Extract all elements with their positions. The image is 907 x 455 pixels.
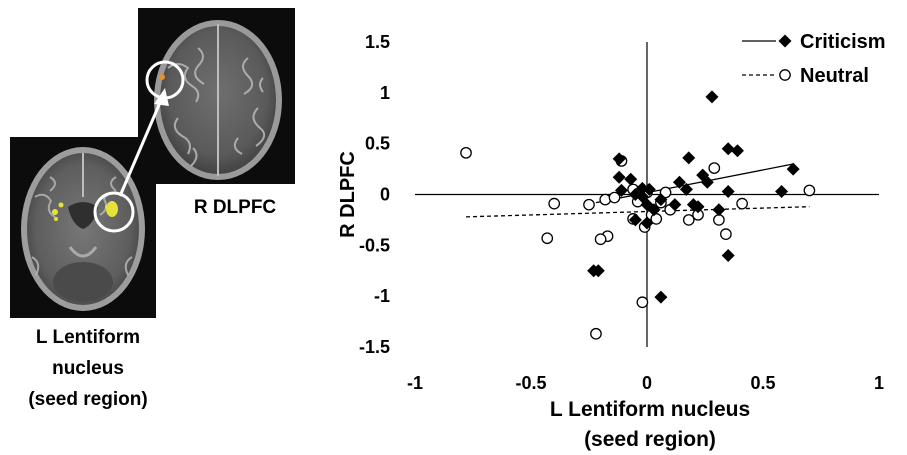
point-neutral: [636, 296, 649, 309]
point-criticism: [721, 184, 735, 198]
y-tick-label: 1.5: [365, 32, 390, 52]
point-criticism: [721, 142, 735, 156]
legend-marker-neutral: [779, 69, 791, 81]
point-criticism: [624, 172, 638, 186]
point-neutral: [682, 214, 695, 226]
point-criticism: [591, 264, 605, 278]
point-neutral: [736, 197, 748, 210]
point-criticism: [786, 162, 800, 176]
point-criticism: [712, 203, 726, 217]
trendline-criticism: [595, 163, 794, 204]
point-neutral: [594, 233, 607, 246]
x-axis-label-line: (seed region): [584, 428, 716, 451]
legend-label-criticism: Criticism: [800, 31, 886, 53]
point-neutral: [548, 197, 561, 210]
connection-arrow: [118, 88, 169, 197]
y-tick-label: 1: [380, 83, 390, 103]
y-tick-label: -1.5: [359, 337, 390, 357]
brain-axial-image-lentiform: [10, 137, 156, 318]
point-neutral: [599, 193, 612, 206]
point-neutral: [713, 214, 725, 226]
point-neutral: [460, 146, 472, 159]
point-criticism: [614, 183, 628, 197]
trendline-neutral: [466, 206, 810, 218]
x-tick-label: 0: [642, 373, 652, 393]
point-criticism: [612, 152, 626, 166]
brain-axial-lentiform-graphic: [21, 147, 145, 311]
x-tick-label: 0.5: [750, 373, 775, 393]
legend-label-neutral: Neutral: [800, 65, 869, 87]
y-axis-label: R DLPFC: [337, 151, 359, 238]
point-criticism: [635, 190, 649, 204]
y-tick-label: -1: [374, 286, 390, 306]
point-neutral: [720, 228, 732, 240]
point-neutral: [590, 327, 602, 340]
brain-axial-image-dlpfc: [138, 8, 295, 184]
chart-tick-labels: -1 -0.5 0 0.5 1 1.5 1 0.5 0 -0.5 -1 -1.5: [359, 32, 884, 393]
point-criticism: [628, 188, 642, 201]
point-criticism: [686, 198, 700, 212]
point-criticism: [672, 175, 686, 189]
point-criticism: [679, 182, 693, 196]
brain-label-seed-region: L Lentiform nucleus (seed region): [28, 327, 148, 410]
x-tick-label: 1: [874, 373, 884, 393]
chart-points: [460, 90, 816, 340]
chart-trendlines: [466, 163, 810, 218]
chart-legend: Criticism Neutral: [742, 31, 886, 87]
legend-marker-criticism: [778, 34, 792, 48]
point-criticism: [642, 182, 656, 196]
point-criticism: [640, 216, 654, 230]
point-criticism: [647, 203, 661, 217]
point-criticism: [700, 175, 714, 189]
scatter-chart: -1 -0.5 0 0.5 1 1.5 1 0.5 0 -0.5 -1 -1.5 Criticism N…: [337, 31, 886, 451]
point-neutral: [803, 184, 816, 197]
point-criticism: [691, 200, 705, 214]
brain-label-dlpfc: R DLPFC: [193, 197, 277, 218]
point-neutral: [541, 232, 554, 245]
x-tick-label: -0.5: [515, 373, 546, 393]
y-tick-label: -0.5: [359, 235, 390, 255]
point-criticism: [721, 249, 735, 262]
x-axis-label: L Lentiform nucleus (seed region): [550, 398, 750, 451]
point-criticism: [730, 144, 744, 158]
point-criticism: [668, 198, 682, 212]
brain-axial-dlpfc-graphic: [145, 20, 282, 180]
point-criticism: [775, 184, 789, 198]
point-neutral: [583, 198, 595, 211]
point-criticism: [628, 213, 642, 227]
y-tick-label: 0: [380, 185, 390, 205]
point-neutral: [659, 186, 672, 199]
point-criticism: [705, 90, 719, 104]
point-criticism: [654, 290, 668, 304]
point-criticism: [612, 170, 626, 184]
point-criticism: [682, 151, 696, 165]
point-criticism: [654, 193, 668, 207]
point-neutral: [708, 162, 721, 174]
point-neutral: [608, 191, 621, 204]
x-axis-label-line: L Lentiform nucleus: [550, 398, 750, 421]
x-tick-label: -1: [407, 373, 423, 393]
y-tick-label: 0.5: [365, 134, 390, 154]
